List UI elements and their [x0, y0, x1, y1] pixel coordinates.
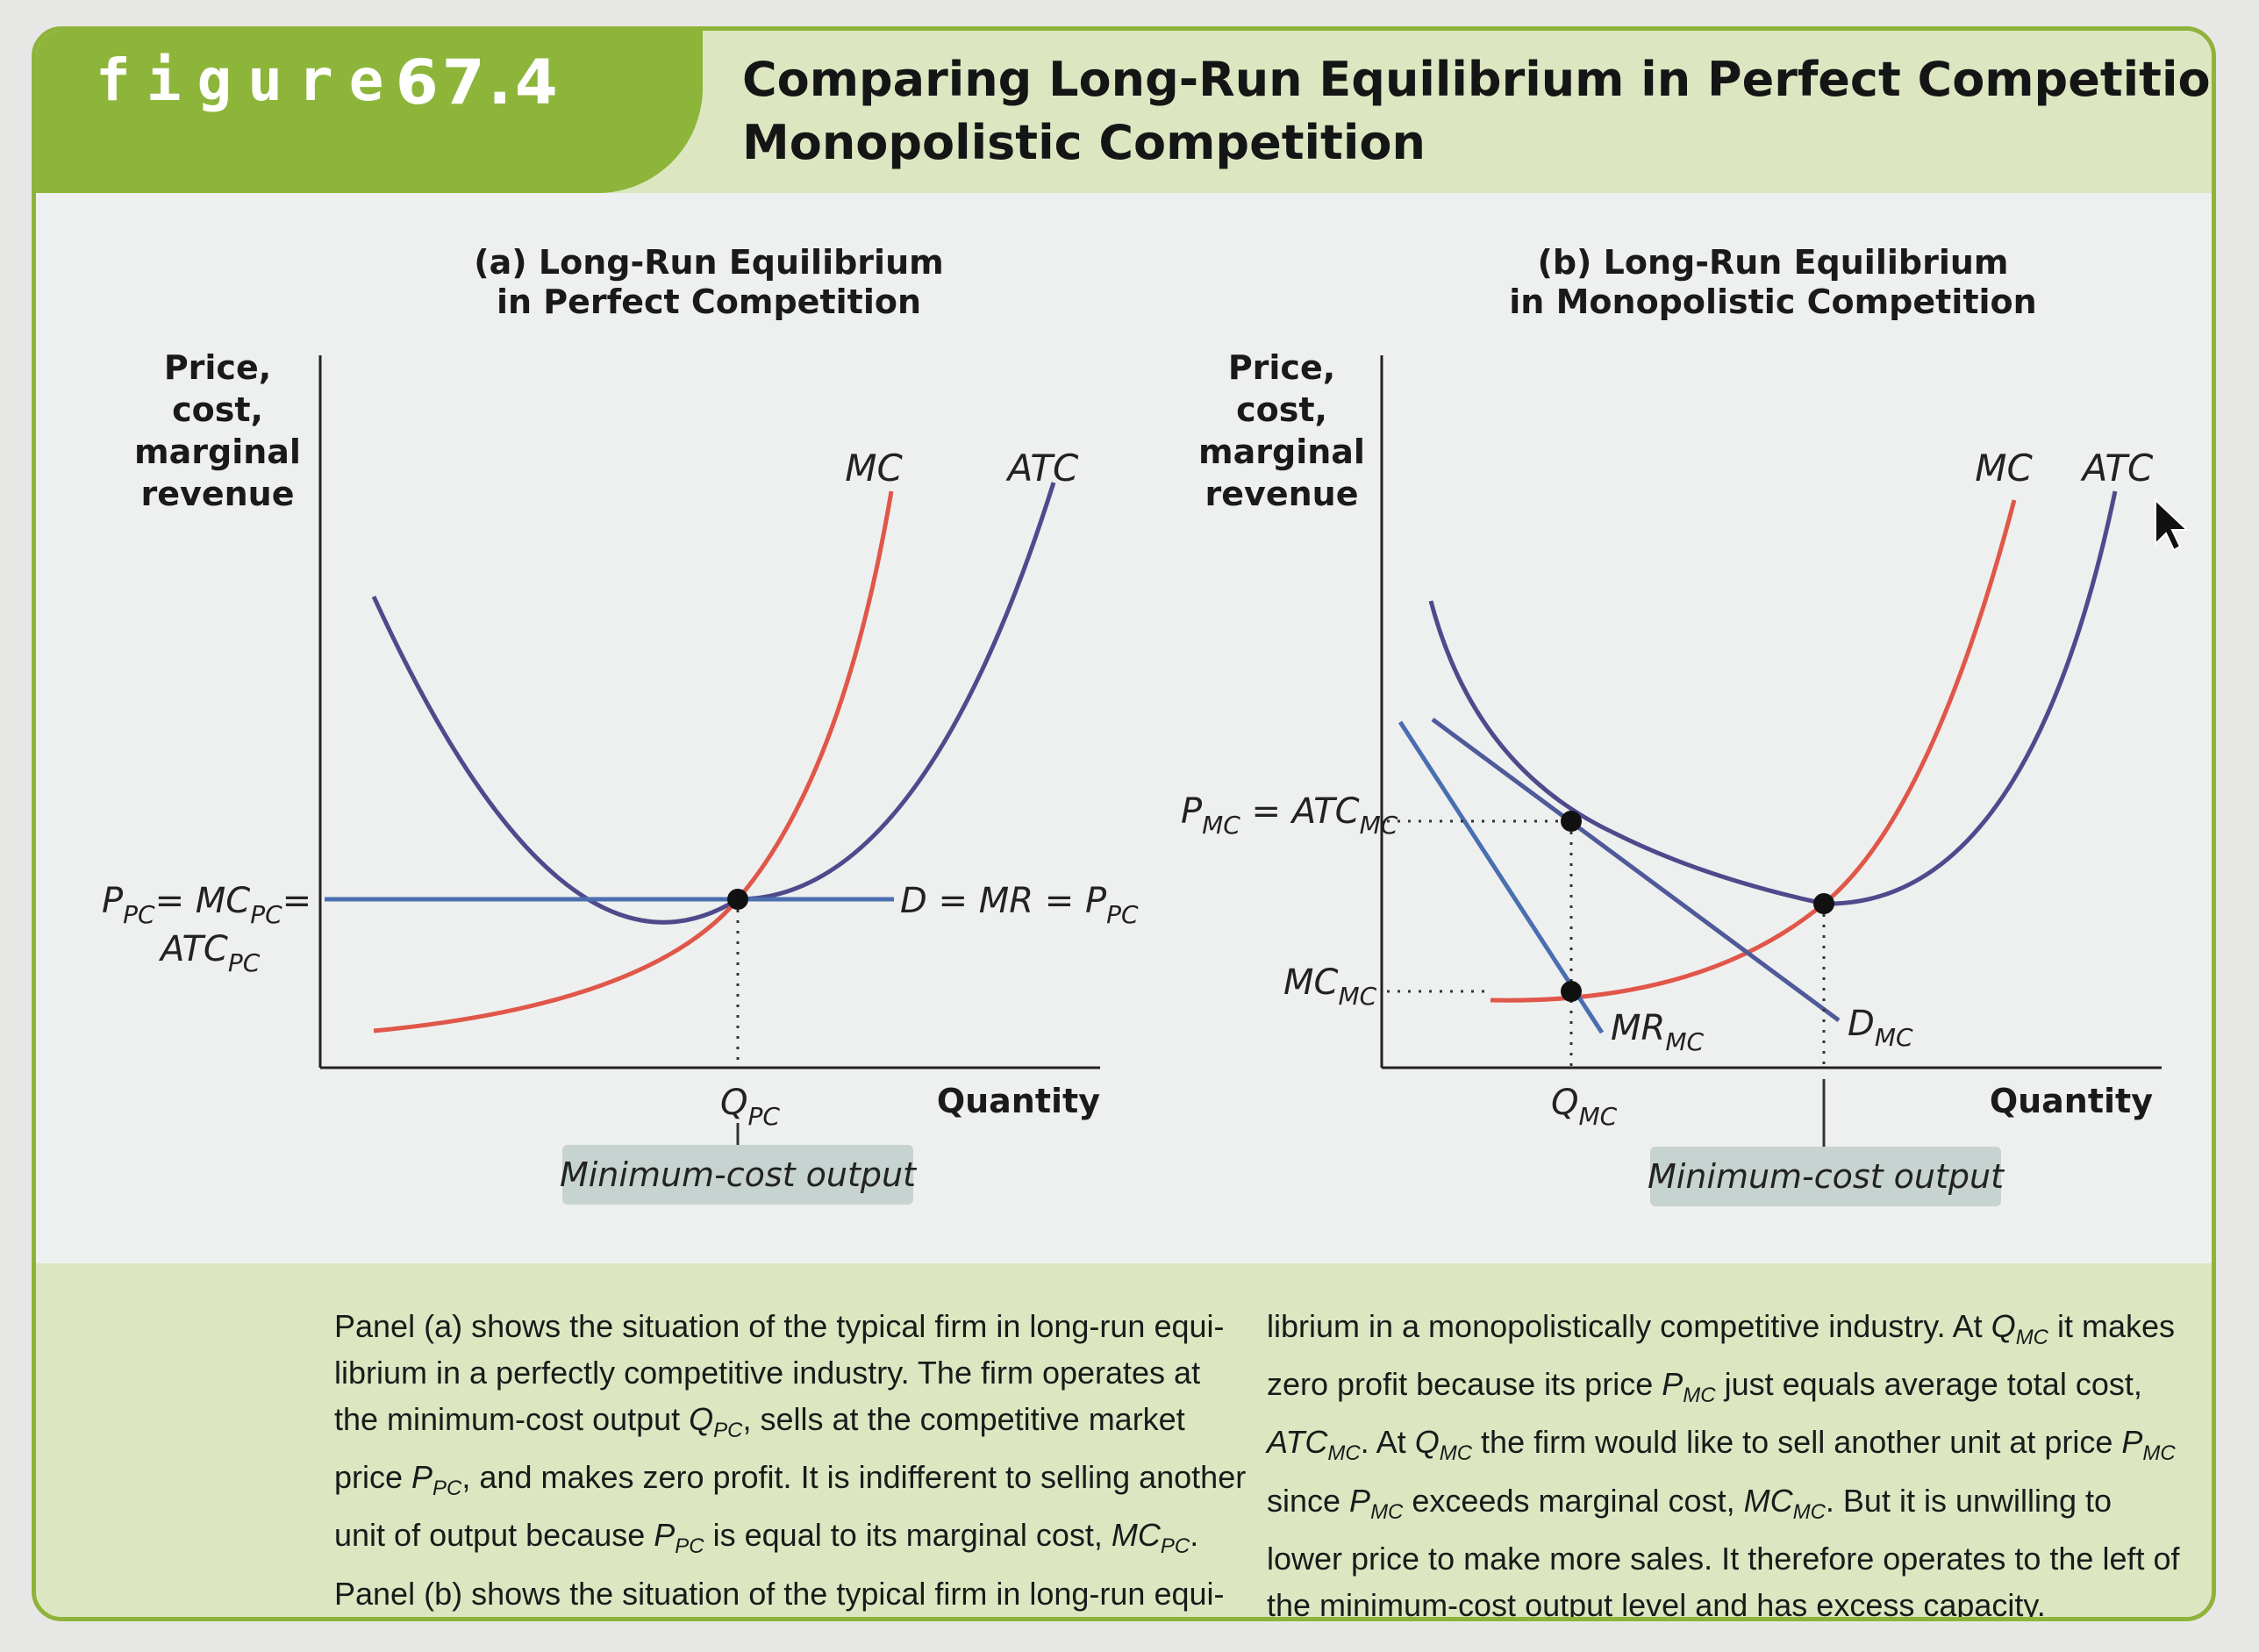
panel-b-q-label: QMC [1551, 1083, 1618, 1131]
caption-line: ATCMC. At QMC the firm would like to sel… [1267, 1424, 2176, 1466]
panel-a-q-label: QPC [720, 1083, 780, 1131]
panel-b-price-label: PMC = ATCMC [1181, 791, 1398, 840]
panel-a-min-cost-label: Minimum-cost output [560, 1155, 918, 1194]
panel-b-title-line1: (b) Long-Run Equilibrium [1537, 243, 2008, 282]
figure-number: 67.4 [396, 46, 561, 118]
caption-line: Panel (b) shows the situation of the typ… [334, 1575, 1225, 1612]
panel-a-x-label: Quantity [937, 1082, 1100, 1120]
panel-b-demand-label: DMC [1848, 1004, 1913, 1052]
caption-line: librium in a perfectly competitive indus… [334, 1355, 1201, 1391]
caption-line: the minimum-cost output level and has ex… [1267, 1586, 2046, 1621]
caption-left: Panel (a) shows the situation of the typ… [334, 1303, 1246, 1617]
panel-b-min-atc-point [1813, 893, 1834, 914]
caption-line: Panel (a) shows the situation of the typ… [334, 1308, 1225, 1344]
panel-b-ylabel: Price, cost, marginal revenue [1198, 348, 1365, 513]
panel-a-atc-curve [371, 482, 1056, 925]
diagram-canvas: (a) Long-Run Equilibrium in Perfect Comp… [102, 243, 2190, 1206]
caption-line: the minimum-cost output QPC, sells at th… [334, 1401, 1185, 1443]
figure-frame: figure 67.4 Comparing Long-Run Equilibri… [32, 26, 2216, 1621]
panel-a-title-line2: in Perfect Competition [497, 282, 921, 321]
panel-a-mc-curve [373, 490, 894, 1033]
panel-b-atc-curve [1428, 490, 2118, 906]
figure-title-line1: Comparing Long-Run Equilibrium in Perfec… [742, 52, 2216, 107]
caption-line: unit of output because PPC is equal to i… [334, 1517, 1199, 1559]
caption-line: librium in a monopolistically competitiv… [1267, 1308, 2176, 1350]
panel-b-mr-label: MRMC [1611, 1008, 1704, 1056]
panel-b-x-label: Quantity [1990, 1082, 2153, 1120]
panel-b-demand-atc-point [1561, 811, 1582, 832]
panel-b-mc-value-label: MCMC [1283, 962, 1377, 1011]
panel-b-demand-line [1431, 717, 1841, 1023]
panel-a-ylabel: Price, cost, marginal revenue [134, 348, 301, 513]
panel-a-min-cost-box [562, 1145, 913, 1205]
mouse-cursor-icon [2155, 497, 2190, 552]
panel-b-mc-label: MC [1975, 447, 2033, 490]
caption-line: zero profit because its price PMC just e… [1267, 1366, 2142, 1408]
figure-tab: figure 67.4 [36, 31, 703, 193]
panel-a-ylabel-4: revenue [141, 475, 295, 513]
panel-a-ylabel-3: marginal [134, 433, 301, 471]
panel-a-atc-label: ATC [1005, 447, 1079, 490]
panel-b-ylabel-3: marginal [1198, 433, 1365, 471]
panel-a: (a) Long-Run Equilibrium in Perfect Comp… [102, 243, 1139, 1205]
figure-title-line2: Monopolistic Competition [742, 115, 1426, 170]
figure-title: Comparing Long-Run Equilibrium in Perfec… [742, 48, 2216, 175]
figure-word: figure [96, 46, 400, 114]
caption-line: lower price to make more sales. It there… [1267, 1540, 2180, 1577]
caption-band: Panel (a) shows the situation of the typ… [36, 1263, 2212, 1621]
panel-b-ylabel-2: cost, [1236, 390, 1327, 429]
panel-a-price-label: PPC= MCPC= [102, 881, 311, 929]
caption-line: since PMC exceeds marginal cost, MCMC. B… [1267, 1482, 2112, 1524]
panel-b-ylabel-1: Price, [1228, 348, 1335, 387]
caption-line: price PPC, and makes zero profit. It is … [334, 1459, 1247, 1501]
panel-a-title-line1: (a) Long-Run Equilibrium [474, 243, 943, 282]
panel-b-atc-label: ATC [2080, 447, 2154, 490]
panel-a-ylabel-1: Price, [164, 348, 271, 387]
panel-b-mr-line [1398, 720, 1605, 1034]
caption-right: librium in a monopolistically competitiv… [1267, 1303, 2180, 1621]
panel-b-ylabel-4: revenue [1205, 475, 1359, 513]
panel-a-ylabel-2: cost, [172, 390, 263, 429]
panel-b-min-cost-label: Minimum-cost output [1648, 1157, 2005, 1196]
panel-a-equilibrium-point [727, 889, 748, 910]
panel-b: (b) Long-Run Equilibrium in Monopolistic… [1181, 243, 2162, 1206]
panel-b-mc-curve [1490, 499, 2017, 1003]
panel-b-title-line2: in Monopolistic Competition [1509, 282, 2036, 321]
panel-a-demand-label: D = MR = PPC [900, 881, 1139, 929]
panel-a-price-label-2: ATCPC [158, 929, 261, 977]
panel-b-mr-mc-point [1561, 981, 1582, 1002]
panel-b-min-cost-box [1650, 1147, 2001, 1206]
panel-a-mc-label: MC [845, 447, 903, 490]
